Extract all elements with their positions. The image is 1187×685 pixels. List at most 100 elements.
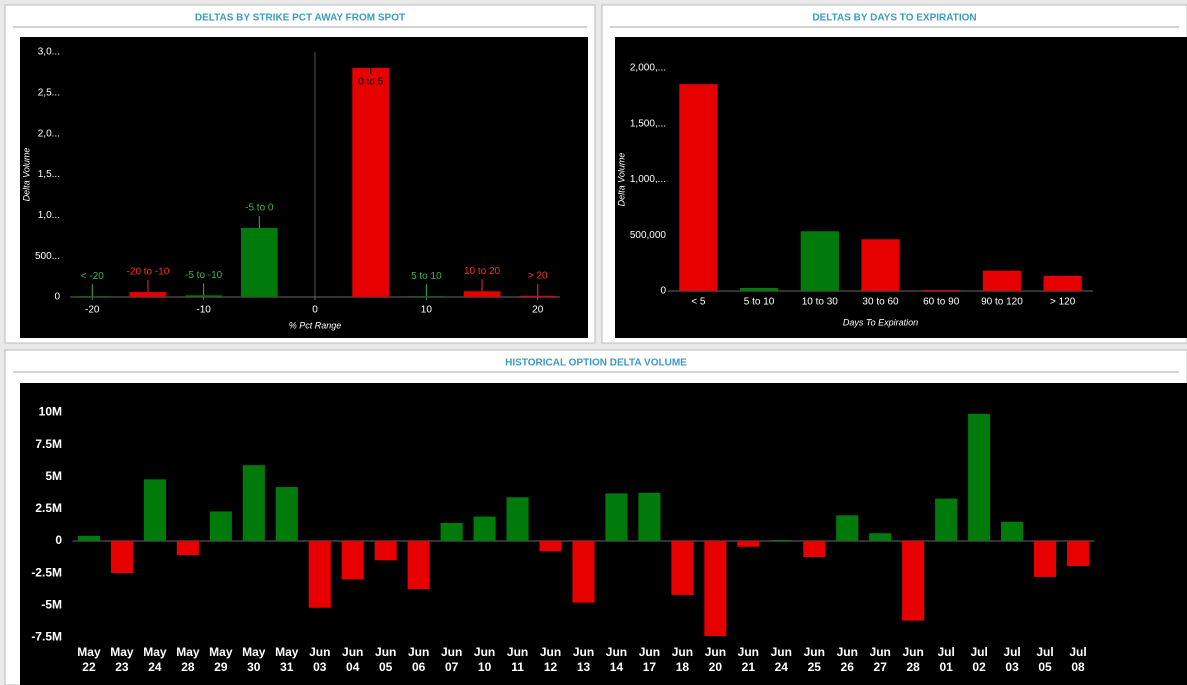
bar bbox=[605, 493, 628, 541]
bar bbox=[737, 540, 760, 547]
x-tick-label: Jun 14 bbox=[605, 645, 628, 674]
bar bbox=[407, 296, 445, 297]
x-tick-label: Jul 02 bbox=[970, 645, 988, 674]
bar bbox=[803, 540, 826, 558]
y-tick-label: 0 bbox=[55, 533, 62, 547]
bar bbox=[982, 270, 1022, 291]
bar bbox=[341, 540, 364, 580]
y-axis-title: Delta Volume bbox=[616, 153, 626, 207]
bar bbox=[77, 535, 101, 541]
plot-area bbox=[20, 37, 588, 338]
y-tick-label: 1,000,... bbox=[630, 174, 666, 185]
bar bbox=[185, 295, 223, 297]
bar bbox=[1001, 521, 1024, 541]
bar bbox=[704, 540, 727, 637]
x-tick-label: May 28 bbox=[176, 645, 200, 674]
bar bbox=[572, 540, 595, 603]
bar bbox=[110, 540, 133, 574]
x-tick-label: Jun 28 bbox=[902, 645, 924, 674]
bar bbox=[638, 492, 661, 541]
x-tick-label: -10 bbox=[196, 305, 211, 316]
bar-label: 0 to 5 bbox=[358, 77, 383, 88]
y-tick-label: 2.5M bbox=[35, 501, 62, 515]
bar bbox=[506, 497, 529, 541]
panel-title: DELTAS BY DAYS TO EXPIRATION bbox=[812, 13, 976, 24]
x-tick-label: Jun 25 bbox=[803, 645, 825, 674]
y-tick-label: 1,500,... bbox=[630, 118, 666, 129]
y-tick-label: 10M bbox=[39, 405, 62, 419]
x-tick-label: Jul 08 bbox=[1069, 645, 1087, 674]
x-tick-label: May 30 bbox=[242, 645, 266, 674]
bar bbox=[240, 227, 278, 297]
bar bbox=[902, 540, 925, 621]
y-tick-label: 3,0... bbox=[38, 47, 60, 58]
x-tick-label: -20 bbox=[85, 305, 100, 316]
y-tick-label: 2,000,... bbox=[630, 63, 666, 74]
x-tick-label: May 29 bbox=[209, 645, 233, 674]
x-tick-label: Jun 12 bbox=[539, 645, 562, 674]
bar bbox=[143, 479, 166, 541]
bar bbox=[129, 292, 167, 297]
bar bbox=[935, 498, 958, 541]
x-tick-label: May 31 bbox=[275, 645, 299, 674]
x-tick-label: Jun 20 bbox=[704, 645, 727, 674]
bar bbox=[275, 487, 298, 541]
panel-title: HISTORICAL OPTION DELTA VOLUME bbox=[505, 358, 687, 369]
bar bbox=[473, 516, 496, 541]
bar-label: 10 to 20 bbox=[464, 266, 501, 277]
bar-label: < -20 bbox=[81, 271, 105, 282]
bar bbox=[671, 540, 694, 595]
x-tick-label: Jun 11 bbox=[506, 645, 529, 674]
bar bbox=[463, 291, 501, 297]
x-tick-label: Jun 21 bbox=[737, 645, 759, 674]
x-tick-label: 0 bbox=[312, 305, 318, 316]
bar bbox=[73, 296, 111, 297]
x-axis-title: Days To Expiration bbox=[843, 317, 918, 327]
bar bbox=[176, 540, 199, 556]
x-tick-label: Jun 03 bbox=[309, 645, 331, 674]
y-tick-label: 500,000 bbox=[630, 230, 667, 241]
bar-label: -5 to -10 bbox=[185, 270, 223, 281]
x-tick-label: 5 to 10 bbox=[744, 297, 775, 308]
bar-label: 5 to 10 bbox=[411, 271, 442, 282]
x-tick-label: 90 to 120 bbox=[981, 297, 1023, 308]
bar bbox=[800, 231, 839, 291]
bar-label: -5 to 0 bbox=[245, 203, 274, 214]
y-tick-label: -7.5M bbox=[31, 629, 62, 643]
x-tick-label: Jun 18 bbox=[671, 645, 694, 674]
bar bbox=[679, 84, 718, 291]
y-tick-label: 1,5... bbox=[38, 169, 60, 180]
y-tick-label: 2,0... bbox=[38, 128, 60, 139]
bar bbox=[836, 515, 859, 541]
x-tick-label: Jul 05 bbox=[1036, 645, 1054, 674]
x-tick-label: 10 bbox=[421, 305, 433, 316]
bar bbox=[242, 465, 265, 541]
x-tick-label: 60 to 90 bbox=[923, 297, 960, 308]
x-tick-label: Jun 04 bbox=[342, 645, 364, 674]
x-tick-label: May 23 bbox=[110, 645, 134, 674]
bar bbox=[407, 540, 430, 590]
x-tick-label: Jun 24 bbox=[770, 645, 792, 674]
x-tick-label: 20 bbox=[532, 305, 544, 316]
x-tick-label: Jun 07 bbox=[440, 645, 463, 674]
bar bbox=[770, 539, 793, 541]
bar bbox=[861, 239, 900, 291]
x-tick-label: Jun 06 bbox=[407, 645, 430, 674]
x-tick-label: Jun 17 bbox=[638, 645, 661, 674]
x-axis-title: % Pct Range bbox=[289, 320, 342, 330]
x-tick-label: 30 to 60 bbox=[862, 297, 899, 308]
y-tick-label: 5M bbox=[45, 469, 62, 483]
y-tick-label: 2,5... bbox=[38, 87, 60, 98]
x-tick-label: May 22 bbox=[77, 645, 101, 674]
x-tick-label: Jun 10 bbox=[473, 645, 496, 674]
y-tick-label: 0 bbox=[54, 292, 60, 303]
y-tick-label: -5M bbox=[41, 597, 62, 611]
bar bbox=[519, 295, 557, 297]
bar bbox=[539, 540, 562, 552]
y-tick-label: -2.5M bbox=[31, 565, 62, 579]
bar bbox=[739, 287, 779, 291]
bar bbox=[922, 289, 961, 291]
bar bbox=[209, 511, 232, 541]
x-tick-label: 10 to 30 bbox=[802, 297, 839, 308]
